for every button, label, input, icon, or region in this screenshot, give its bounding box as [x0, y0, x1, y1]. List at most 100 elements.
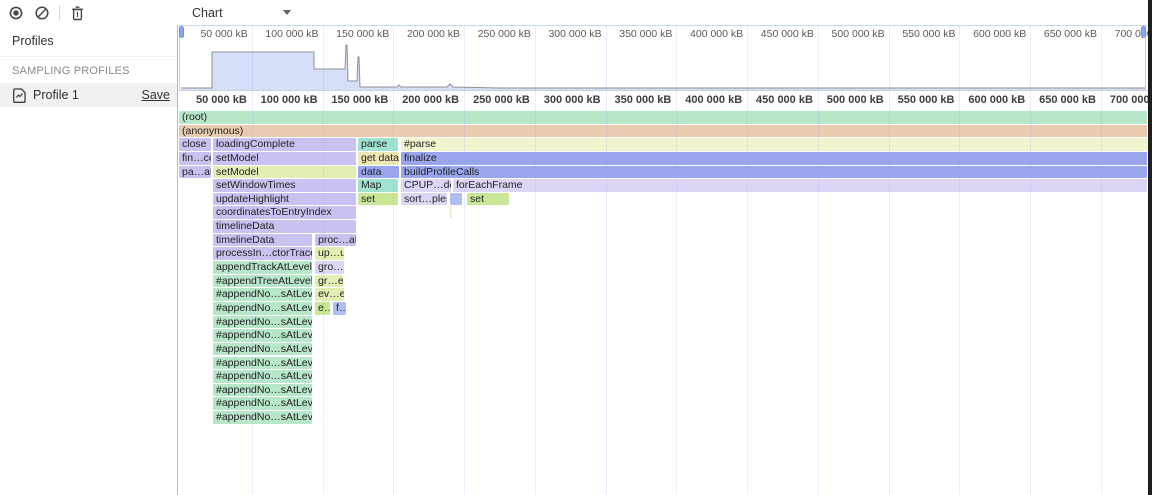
flame-node[interactable]: appendTrackAtLevel	[213, 261, 312, 274]
flame-node[interactable]: #appendNo…sAtLevel	[213, 288, 312, 301]
flame-node[interactable]: ev…ew	[315, 288, 344, 301]
save-profile-link[interactable]: Save	[141, 88, 171, 102]
flame-node[interactable]: timelineData	[213, 220, 356, 233]
flame-node[interactable]: forEachFrame	[453, 179, 1147, 192]
trash-icon	[70, 5, 85, 21]
flame-node[interactable]: (root)	[179, 111, 1147, 124]
record-icon	[8, 5, 24, 21]
toolbar: Chart	[0, 0, 1148, 26]
flame-node[interactable]: get data	[358, 151, 399, 165]
chart-view-value: Chart	[192, 5, 223, 20]
flame-node[interactable]: #appendNo…sAtLevel	[213, 329, 312, 342]
flame-node[interactable]: #appendNo…sAtLevel	[213, 370, 312, 383]
flame-node[interactable]: #appendTreeAtLevel	[213, 274, 312, 288]
axis-tick-label: 150 000 kB	[331, 94, 389, 106]
flame-node[interactable]: close	[179, 138, 211, 151]
axis-tick-label: 100 000 kB	[260, 94, 318, 106]
overview-tick-label: 550 000 kB	[902, 28, 956, 40]
overview-tick-label: 300 000 kB	[548, 28, 602, 40]
flame-node[interactable]: Map	[358, 179, 398, 192]
flame-node[interactable]: setModel	[213, 165, 356, 179]
toolbar-separator	[59, 5, 60, 20]
flame-node[interactable]: data	[358, 165, 399, 179]
flame-node[interactable]: CPUP…del	[401, 179, 451, 192]
clear-button[interactable]	[29, 1, 55, 25]
flame-node[interactable]: coordinatesToEntryIndex	[213, 206, 356, 220]
window-edge	[1148, 0, 1152, 495]
flame-node[interactable]: sort…ples	[401, 192, 447, 206]
flame-node[interactable]: fin…ce	[179, 151, 211, 165]
overview-right-handle[interactable]	[1141, 26, 1146, 38]
profile-name: Profile 1	[33, 88, 79, 102]
flame-chart[interactable]: (root) (anonymous) close loadingComplete par…	[179, 111, 1148, 495]
axis-tick-label: 350 000 kB	[614, 94, 672, 106]
flame-node[interactable]: proc…ata	[315, 233, 356, 247]
record-button[interactable]	[3, 1, 29, 25]
delete-profile-button[interactable]	[64, 1, 90, 25]
flame-chart-pane: 50 000 kB 100 000 kB 150 000 kB 200 000 kB 2…	[179, 25, 1148, 495]
flame-node[interactable]: timelineData	[213, 233, 312, 247]
flame-node[interactable]: #appendNo…sAtLevel	[213, 397, 312, 411]
flame-node[interactable]: loadingComplete	[213, 138, 356, 151]
flame-node[interactable]: buildProfileCalls	[401, 165, 1147, 179]
flame-node[interactable]: finalize	[401, 151, 1147, 165]
flame-node[interactable]: #appendNo…sAtLevel	[213, 301, 312, 315]
overview-left-handle[interactable]	[179, 26, 184, 38]
axis-tick-label: 550 000 kB	[897, 94, 955, 106]
flame-node[interactable]: updateHighlight	[213, 192, 356, 206]
flame-node[interactable]: gro…ts	[315, 261, 344, 274]
overview-tick-label: 100 000 kB	[265, 28, 319, 40]
overview-tick-label: 650 000 kB	[1043, 28, 1097, 40]
flame-node[interactable]: pa…at	[179, 165, 211, 179]
flame-node[interactable]: set	[467, 192, 509, 206]
overview-selection-top	[179, 25, 1148, 26]
flame-node[interactable]: gr…ew	[315, 274, 343, 288]
sidebar-item-profile-1[interactable]: Profile 1 Save	[0, 83, 177, 107]
sidebar: Profiles SAMPLING PROFILES Profile 1 Sav…	[0, 25, 178, 495]
flame-node[interactable]: #parse	[401, 138, 1147, 151]
overview-tick-label: 50 000 kB	[200, 28, 248, 40]
overview-tick-label: 500 000 kB	[831, 28, 885, 40]
flame-node[interactable]	[449, 206, 452, 220]
axis-tick-label: 300 000 kB	[543, 94, 601, 106]
chevron-down-icon	[283, 10, 291, 15]
flame-node[interactable]: #appendNo…sAtLevel	[213, 342, 312, 356]
axis-tick-label: 500 000 kB	[826, 94, 884, 106]
flame-node[interactable]: f…	[333, 301, 346, 315]
overview-tick-label: 200 000 kB	[406, 28, 461, 40]
axis-tick-label: 650 000 kB	[1039, 94, 1096, 106]
overview-tick-label: 350 000 kB	[619, 28, 673, 40]
axis-tick-label: 200 000 kB	[402, 94, 460, 106]
profile-document-icon	[13, 87, 26, 103]
flame-node[interactable]	[450, 192, 462, 206]
overview-selection-right-edge	[1145, 26, 1146, 90]
sampling-profiles-section-header: SAMPLING PROFILES	[12, 65, 130, 77]
flame-node[interactable]: setModel	[213, 151, 356, 165]
memory-area-chart	[181, 44, 1145, 90]
flame-node[interactable]: (anonymous)	[179, 124, 1147, 138]
axis-tick-label: 450 000 kB	[756, 94, 813, 106]
overview-tick-label: 450 000 kB	[760, 28, 814, 40]
axis-tick-label: 250 000 kB	[472, 94, 530, 106]
flame-node[interactable]: #appendNo…sAtLevel	[213, 383, 312, 397]
overview-tick-label: 700 000 kB	[1114, 28, 1148, 40]
flame-node[interactable]: #appendNo…sAtLevel	[213, 315, 312, 329]
axis-tick-label: 600 000 kB	[968, 94, 1026, 106]
flame-node[interactable]: parse	[358, 138, 398, 151]
circle-slash-icon	[34, 5, 50, 21]
profiles-heading: Profiles	[0, 25, 177, 57]
axis-tick-label: 700 000 kB	[1109, 94, 1148, 106]
flame-node[interactable]: e…	[315, 301, 330, 315]
flame-node[interactable]: #appendNo…sAtLevel	[213, 411, 312, 424]
flame-node[interactable]: setWindowTimes	[213, 179, 356, 192]
overview-selection-left-edge	[179, 26, 180, 90]
flame-node[interactable]: set	[358, 192, 398, 206]
flame-node[interactable]: #appendNo…sAtLevel	[213, 356, 312, 370]
memory-overview[interactable]: 50 000 kB 100 000 kB 150 000 kB 200 000 kB 2…	[179, 25, 1148, 91]
axis-tick-label: 50 000 kB	[196, 94, 247, 106]
flame-node[interactable]: up…up	[315, 247, 344, 260]
chart-view-select[interactable]: Chart	[186, 0, 296, 25]
axis-tick-label: 400 000 kB	[685, 94, 743, 106]
flame-node[interactable]: processIn…ctorTrace	[213, 247, 312, 260]
